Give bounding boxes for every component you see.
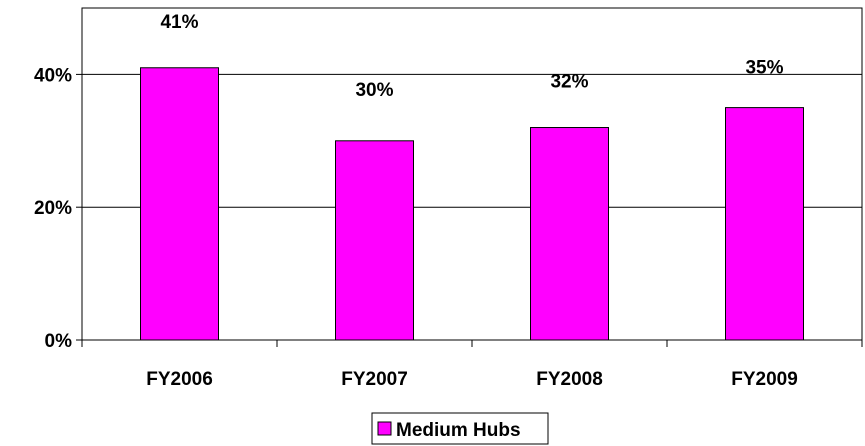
bar-fy2006 bbox=[140, 67, 219, 341]
x-category-label: FY2007 bbox=[341, 369, 408, 390]
legend: Medium Hubs bbox=[371, 412, 549, 445]
axes bbox=[76, 7, 863, 347]
data-label: 32% bbox=[550, 72, 588, 93]
legend-box bbox=[371, 412, 549, 445]
y-tick-label: 40% bbox=[34, 65, 72, 86]
x-category-label: FY2008 bbox=[536, 369, 603, 390]
x-category-label: FY2009 bbox=[731, 369, 798, 390]
data-label: 30% bbox=[355, 80, 393, 101]
data-label: 35% bbox=[745, 58, 783, 79]
y-tick-label: 0% bbox=[45, 331, 73, 352]
legend-swatch bbox=[377, 421, 392, 436]
bar-fy2009 bbox=[725, 107, 804, 341]
x-category-label: FY2006 bbox=[146, 369, 213, 390]
bar-fy2008 bbox=[530, 127, 609, 341]
y-tick-label: 20% bbox=[34, 198, 72, 219]
legend-label: Medium Hubs bbox=[396, 420, 521, 441]
bar-fy2007 bbox=[335, 140, 414, 341]
data-label: 41% bbox=[160, 12, 198, 33]
bars bbox=[140, 67, 804, 341]
labels: 0% 20% 40% 41% FY2006 30% FY2007 32% FY2008 35% FY… bbox=[34, 12, 798, 390]
